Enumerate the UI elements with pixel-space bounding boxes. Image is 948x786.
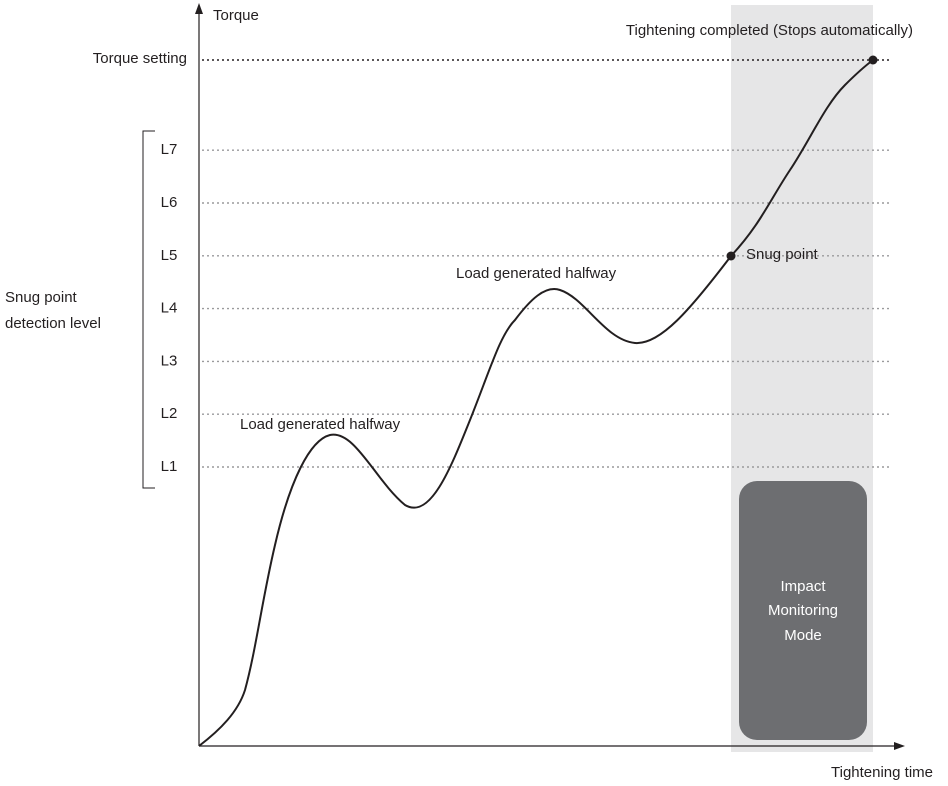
y-axis-label: Torque [213, 7, 259, 24]
x-axis-label: Tightening time [831, 764, 933, 781]
y-arrow [195, 3, 203, 14]
levels: L1 L2 L3 L4 L5 L6 L7 [161, 141, 890, 475]
snug-point-marker [726, 251, 736, 261]
level-group-label: detection level [5, 315, 101, 332]
level-label: L6 [161, 194, 178, 211]
level-bracket [142, 130, 155, 489]
mode-text: Impact [780, 578, 826, 595]
torque-curve [198, 59, 874, 747]
x-arrow [894, 742, 905, 750]
snug-point-label: Snug point [746, 246, 819, 263]
level-label: L2 [161, 405, 178, 422]
level-label: L4 [161, 300, 178, 317]
load-label: Load generated halfway [240, 416, 401, 433]
level-label: L3 [161, 352, 178, 369]
level-label: L1 [161, 458, 178, 475]
completed-label: Tightening completed (Stops automaticall… [626, 22, 913, 39]
mode-box [739, 481, 867, 740]
level-group-label: Snug point [5, 289, 78, 306]
mode-text: Monitoring [768, 602, 838, 619]
completion-marker [868, 55, 878, 65]
mode-text: Mode [784, 627, 822, 644]
torque-setting-label: Torque setting [93, 50, 187, 67]
level-label: L5 [161, 247, 178, 264]
load-label: Load generated halfway [456, 265, 617, 282]
level-label: L7 [161, 141, 178, 158]
